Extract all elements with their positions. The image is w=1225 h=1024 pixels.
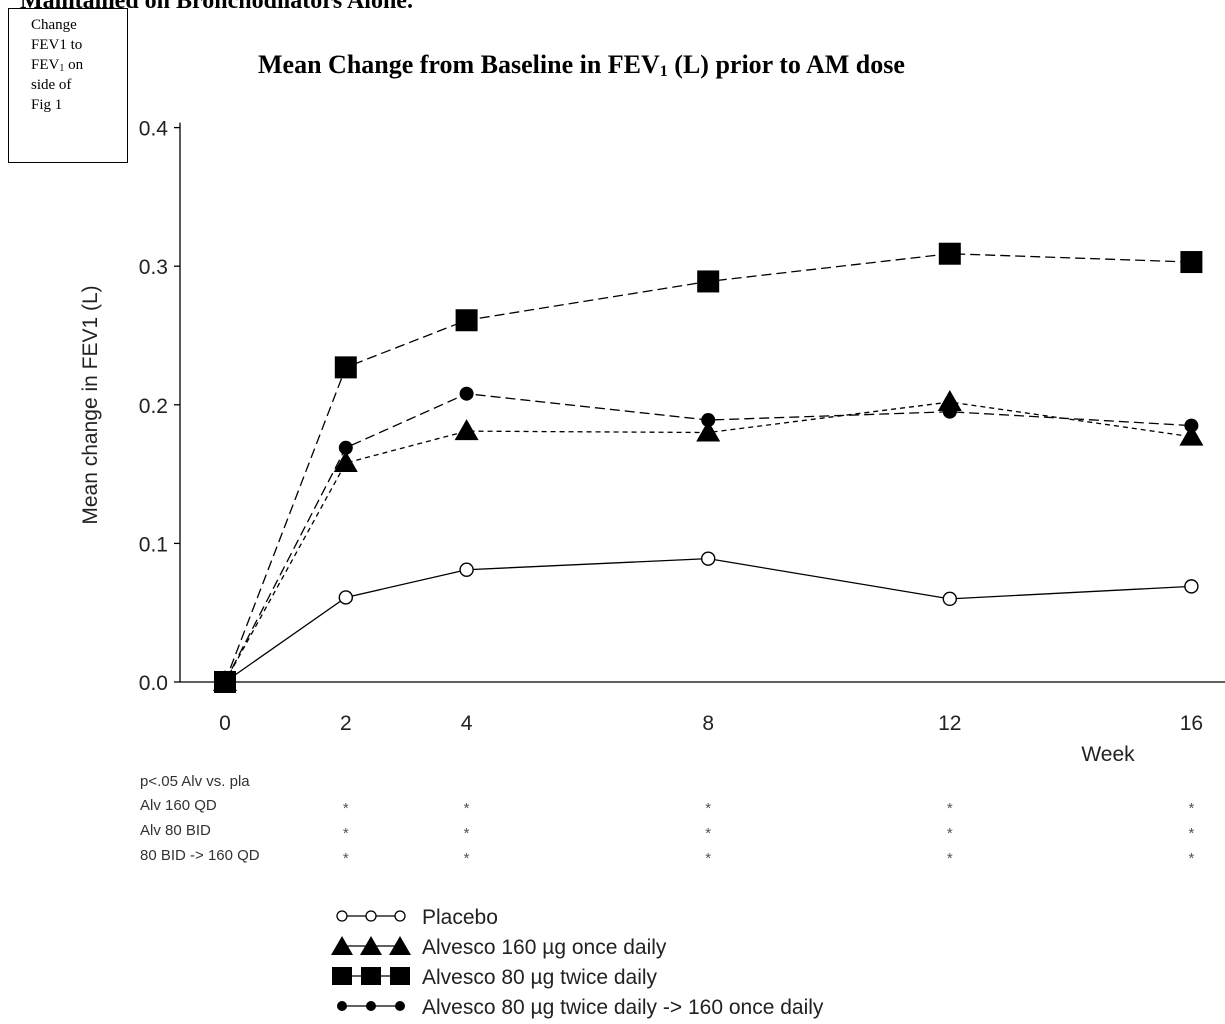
y-tick-label: 0.2 [139,395,168,418]
series-line-3 [224,253,1192,683]
series-2-point [696,420,721,442]
x-tick-label: 4 [461,712,473,735]
significance-mark: * [1188,825,1194,842]
significance-mark: * [464,800,470,817]
chart-title-main: Mean Change from Baseline in FEV [258,50,660,79]
legend-marker [366,1001,376,1011]
legend-marker [390,967,410,985]
note-line-1: Change [31,17,77,33]
x-tick-label: 2 [340,712,352,735]
series-2-point [1179,424,1204,446]
x-tick-label: 16 [1180,712,1203,735]
series-4-point [942,404,957,419]
chart-title-end: (L) prior to AM dose [667,50,905,79]
x-tick-label: 0 [219,712,231,735]
series-1-point [701,551,716,566]
series-4-point [1184,418,1199,433]
series-3-point [455,309,478,332]
significance-header: p<.05 Alv vs. pla [140,773,250,790]
series-2-point [937,390,962,412]
significance-mark: * [947,800,953,817]
significance-mark: * [947,850,953,867]
x-tick-label: 8 [702,712,714,735]
y-tick-label: 0.0 [139,672,168,695]
legend-label: Alvesco 80 µg twice daily [422,966,658,989]
legend-marker [395,1001,405,1011]
note-subscript: 1 [59,63,65,74]
significance-mark: * [947,825,953,842]
chart-title: Mean Change from Baseline in FEV1 (L) pr… [258,50,905,80]
legend-marker [331,936,353,955]
legend-marker [360,936,382,955]
series-1-point [1184,579,1199,594]
series-4-point [218,675,232,689]
series-1-point [942,591,957,607]
note-line-4: side of [31,77,72,93]
significance-mark: * [343,800,349,817]
significance-mark: * [705,850,711,867]
legend-marker [365,910,377,922]
series-2-point [333,451,358,473]
series-4-point [459,386,474,401]
series-line-4 [224,393,1192,683]
x-tick-label: 12 [938,712,961,735]
series-line-1 [224,557,1192,683]
legend-label: Placebo [422,906,498,929]
series-4-point [701,413,716,428]
note-fev-text: FEV [31,57,60,73]
y-tick-label: 0.3 [139,256,168,279]
significance-mark: * [464,825,470,842]
series-3-point [334,356,357,379]
significance-mark: * [343,850,349,867]
legend-label: Alvesco 160 µg once daily [422,936,667,959]
significance-row-label: Alv 160 QD [140,797,217,814]
note-on-text: on [64,57,84,73]
y-axis-title: Mean change in FEV1 (L) [79,285,102,524]
significance-mark: * [705,825,711,842]
series-3-point [938,242,961,265]
significance-mark: * [1188,800,1194,817]
significance-mark: * [705,800,711,817]
legend-marker [361,967,381,985]
legend-label: Alvesco 80 µg twice daily -> 160 once da… [422,996,824,1019]
note-line-3: FEV1 on [31,55,127,75]
legend-marker [336,910,348,922]
series-1-point [459,562,474,577]
significance-row-label: 80 BID -> 160 QD [140,847,260,864]
significance-mark: * [343,825,349,842]
y-tick-label: 0.4 [139,118,169,141]
series-3-point [697,270,720,293]
significance-mark: * [1188,850,1194,867]
annotation-note-box: Change FEV1 to FEV1 on side of Fig 1 [8,8,128,163]
chart-title-subscript: 1 [659,63,668,80]
x-axis-title: Week [1081,743,1135,766]
note-line-5: Fig 1 [31,97,63,113]
legend-marker [389,936,411,955]
legend-marker [337,1001,347,1011]
y-tick-label: 0.1 [139,533,168,556]
series-line-2 [224,401,1192,683]
series-4-point [338,440,353,455]
significance-mark: * [464,850,470,867]
legend-marker [394,910,406,922]
significance-row-label: Alv 80 BID [140,822,211,839]
note-line-2: FEV1 to [31,37,83,53]
series-1-point [338,590,353,605]
series-2-point [454,419,479,441]
series-3-point [1180,251,1203,274]
legend-marker [332,967,352,985]
